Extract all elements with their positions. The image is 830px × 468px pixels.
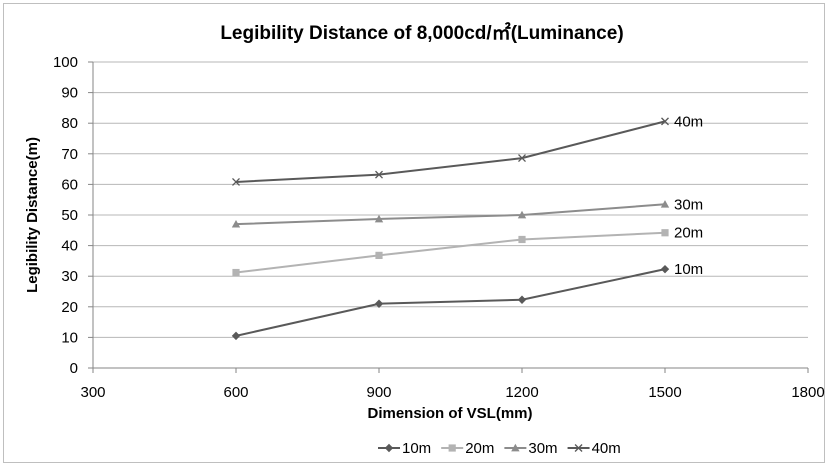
y-tick-label: 70	[61, 146, 78, 163]
end-label-10m: 10m	[674, 261, 703, 278]
x-marker-stroke	[518, 154, 526, 163]
x-marker-stroke	[661, 117, 669, 126]
data-point-30m	[660, 200, 670, 208]
legend-label-10m: 10m	[402, 440, 431, 457]
data-point-20m	[661, 229, 669, 237]
end-labels: 10m 20m 30m 40m	[674, 113, 703, 278]
data-point-10m	[517, 295, 527, 304]
data-point-20m	[375, 251, 383, 259]
series-10m	[231, 264, 670, 341]
legend-label-30m: 30m	[528, 440, 557, 457]
legend: 10m 20m 30m 40m	[378, 440, 621, 457]
data-point-30m	[517, 210, 527, 219]
chart-title: Legibility Distance of 8,000cd/㎡(Luminan…	[220, 21, 623, 44]
x-marker-stroke	[574, 444, 583, 452]
grid-lines	[93, 61, 808, 338]
series-line-30m	[235, 203, 666, 226]
y-tick-label: 0	[70, 360, 78, 377]
data-point-30m	[374, 214, 384, 223]
x-tick-label: 1800	[791, 384, 824, 401]
data-point-20m	[232, 268, 240, 277]
series-line-20m	[235, 231, 666, 274]
series-line-40m	[235, 120, 666, 183]
series-40m	[232, 117, 669, 186]
y-tick-label: 30	[61, 268, 78, 285]
y-tick-label: 60	[61, 176, 78, 193]
legend-swatch-marker	[511, 443, 520, 452]
y-tick-label: 40	[61, 238, 78, 255]
legend-swatch-marker	[574, 444, 583, 452]
legend-item-20m: 20m	[441, 440, 494, 457]
x-axis-title: Dimension of VSL(mm)	[367, 405, 532, 422]
y-tick-label: 90	[61, 85, 78, 102]
data-point-10m	[374, 299, 384, 308]
x-tick-label: 1200	[505, 384, 538, 401]
legend-label-40m: 40m	[592, 440, 621, 457]
x-marker-stroke	[375, 170, 383, 179]
end-label-30m: 30m	[674, 196, 703, 213]
x-tick-label: 1500	[648, 384, 681, 401]
legend-item-10m: 10m	[378, 440, 431, 457]
end-label-20m: 20m	[674, 225, 703, 242]
y-tick-labels: 0 10 20 30 40 50 60 70 80 90 100	[53, 54, 78, 377]
series-group	[231, 117, 670, 341]
legend-swatch-marker	[448, 444, 456, 452]
series-20m	[232, 229, 669, 277]
x-tick-label: 300	[80, 384, 105, 401]
x-tick-label: 600	[223, 384, 248, 401]
data-point-10m	[660, 264, 670, 274]
legend-swatch-marker	[384, 443, 394, 453]
x-tick-label: 900	[366, 384, 391, 401]
data-point-40m	[232, 177, 240, 186]
data-point-10m	[231, 331, 241, 341]
data-point-30m	[231, 219, 241, 228]
y-tick-label: 20	[61, 299, 78, 316]
x-tick-labels: 300 600 900 1200 1500 1800	[80, 384, 824, 401]
x-marker-stroke	[232, 177, 240, 186]
legend-label-20m: 20m	[465, 440, 494, 457]
end-label-40m: 40m	[674, 113, 703, 130]
y-axis-title: Legibility Distance(m)	[24, 137, 41, 293]
y-tick-label: 80	[61, 115, 78, 132]
chart-frame	[3, 3, 825, 463]
y-tick-label: 50	[61, 207, 78, 224]
series-30m	[231, 200, 670, 228]
data-point-40m	[661, 117, 669, 126]
axes	[88, 61, 809, 373]
series-line-10m	[235, 268, 666, 337]
y-tick-label: 10	[61, 329, 78, 346]
legend-item-30m: 30m	[504, 440, 558, 457]
y-tick-label: 100	[53, 54, 78, 71]
data-point-20m	[518, 235, 526, 244]
legend-item-40m: 40m	[567, 440, 621, 457]
data-point-40m	[375, 170, 383, 179]
data-point-40m	[518, 154, 526, 163]
